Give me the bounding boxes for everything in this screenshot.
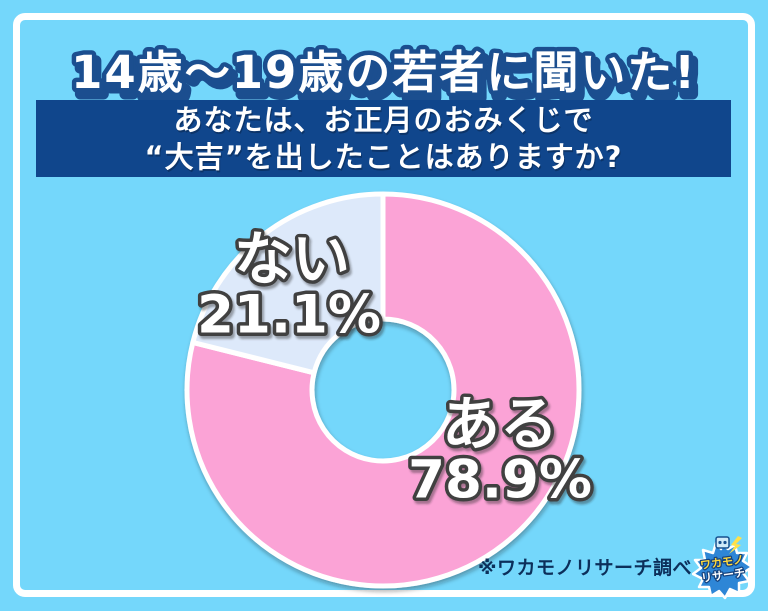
- page-title-shadow: 14歳〜19歳の若者に聞いた!: [75, 52, 701, 105]
- question-banner: あなたは、お正月のおみくじで “大吉”を出したことはありますか?: [36, 100, 731, 177]
- wakamono-research-logo: ワカモノ リサーチ: [692, 536, 754, 600]
- page-title-text: 14歳〜19歳の若者に聞いた!: [71, 46, 697, 99]
- logo-device-eye-right: [723, 540, 727, 545]
- slice-label-1: ない: [234, 225, 350, 293]
- question-line-1: あなたは、お正月のおみくじで: [173, 102, 594, 137]
- source-note: ※ワカモノリサーチ調べ: [478, 557, 692, 579]
- pie-slice-0: [184, 191, 582, 589]
- logo-splat-shape: [692, 541, 754, 600]
- pie-slice-1: [190, 191, 386, 376]
- question-line-2: “大吉”を出したことはありますか?: [144, 139, 623, 174]
- slice-pct-label-0: 78.9%: [408, 450, 592, 511]
- logo-device-icon: [715, 536, 730, 549]
- slice-pct-label-1: 21.1%: [197, 285, 381, 346]
- page-title: 14歳〜19歳の若者に聞いた! 14歳〜19歳の若者に聞いた!: [67, 42, 705, 111]
- logo-device-eye-left: [718, 540, 722, 545]
- slice-label-0: ある: [442, 390, 558, 458]
- lightning-icon: [729, 536, 742, 554]
- donut-slices: [184, 191, 582, 589]
